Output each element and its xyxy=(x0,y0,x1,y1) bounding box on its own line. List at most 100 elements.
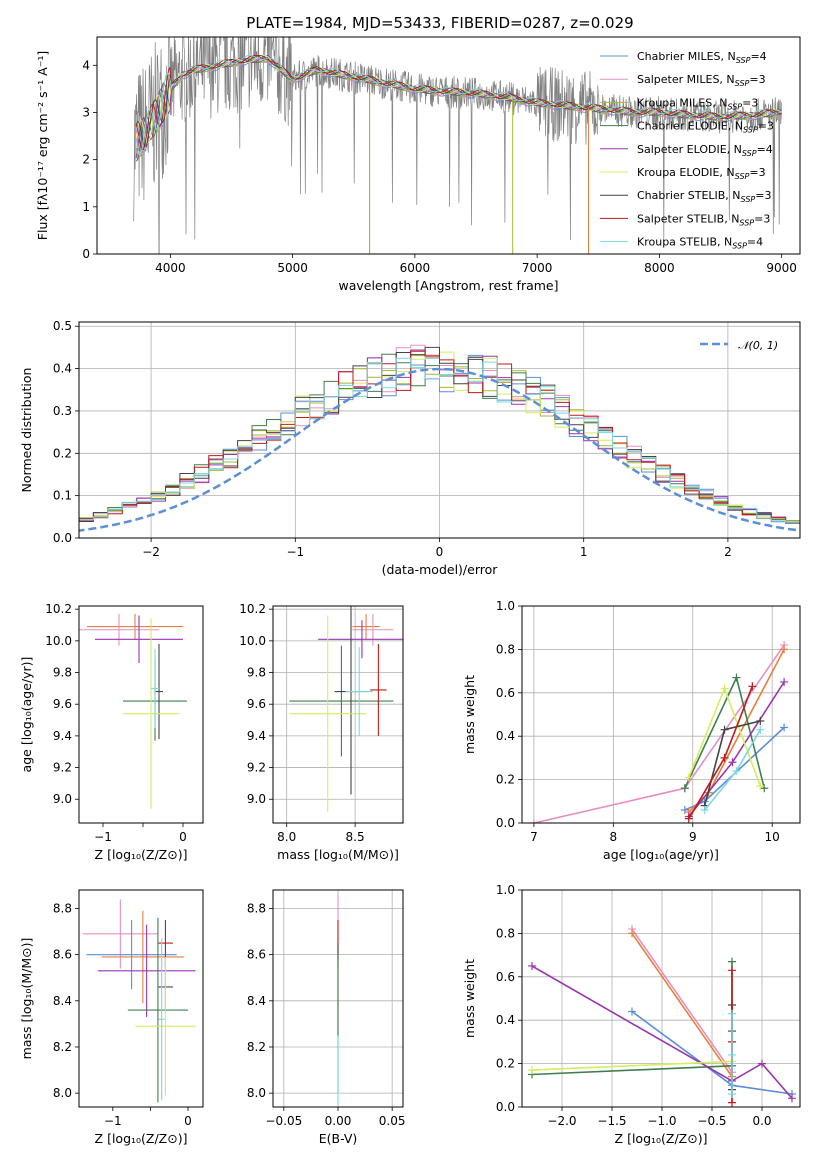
y-tick-label: 8.4 xyxy=(247,994,266,1008)
panels-group: 4000 5000 6000 7000 8000 900001234wavelength … xyxy=(19,36,801,1146)
legend-nssp: =3 xyxy=(754,212,770,225)
legend-entry: Kroupa MILES, NSSP=3 xyxy=(637,96,758,111)
plot-frame xyxy=(521,605,801,824)
panel-age-vs-mass: 8.0 8.5 9.0 9.2 9.4 9.6 9.8 10.0 10.2 mass [log₁₀… xyxy=(239,602,404,862)
errorbar-plot-area xyxy=(82,899,196,1103)
weight-point-marker xyxy=(732,766,741,775)
x-tick-label: 9000 xyxy=(766,261,797,275)
legend-subscript: SSP xyxy=(736,56,751,65)
weight-series-line xyxy=(631,932,733,1078)
y-axis-label: Normed distribution xyxy=(19,368,34,493)
x-tick-label: 2 xyxy=(724,545,732,559)
legend-entry: 𝒩(0, 1) xyxy=(738,339,778,352)
observed-spectrum-line xyxy=(133,37,783,254)
weight-point-marker xyxy=(529,819,538,823)
x-tick-label: −1 xyxy=(286,545,304,559)
y-axis-label: mass weight xyxy=(462,675,477,754)
x-tick-label: 8000 xyxy=(644,261,675,275)
x-tick-label: −2 xyxy=(142,545,160,559)
y-tick-label: 0.2 xyxy=(53,446,72,460)
y-tick-label: 0.0 xyxy=(496,816,515,830)
x-tick-label: 9 xyxy=(689,830,697,844)
y-tick-label: 0.4 xyxy=(496,729,515,743)
legend-entry: Chabrier MILES, NSSP=4 xyxy=(637,50,767,65)
y-tick-label: 1.0 xyxy=(496,883,515,897)
y-tick-label: 0.8 xyxy=(496,642,515,656)
spectrum-plot-area xyxy=(133,37,783,254)
y-tick-label: 9.0 xyxy=(53,792,72,806)
x-axis-label: Z [log₁₀(Z/Z⊙)] xyxy=(95,1131,188,1146)
legend-entry: Salpeter STELIB, NSSP=3 xyxy=(637,212,770,227)
errorbar-plot-area xyxy=(289,606,403,812)
y-tick-label: 8.2 xyxy=(53,1040,72,1054)
legend-entry: Salpeter MILES, NSSP=3 xyxy=(637,73,766,88)
weight-series xyxy=(528,957,736,1079)
weight-series xyxy=(628,929,736,1081)
weight-series-line xyxy=(684,726,785,811)
model-spectrum-line xyxy=(135,56,782,162)
x-axis-label: (data-model)/error xyxy=(382,562,499,577)
weight-series xyxy=(684,645,789,817)
legend-nssp: =3 xyxy=(749,73,765,86)
y-tick-label: 0.4 xyxy=(496,1013,515,1027)
legend-nssp: =3 xyxy=(749,166,765,179)
weight-point-marker xyxy=(728,966,736,975)
x-tick-label: 0 xyxy=(179,830,187,844)
y-axis-label: age [log₁₀(age/yr)] xyxy=(19,657,34,773)
x-tick-label: 8 xyxy=(610,830,618,844)
y-tick-label: 9.0 xyxy=(247,792,266,806)
y-tick-label: 9.4 xyxy=(247,729,266,743)
figure-title: PLATE=1984, MJD=53433, FIBERID=0287, z=0… xyxy=(246,14,633,32)
weight-point-marker xyxy=(684,773,693,782)
weight-series-line xyxy=(531,1060,733,1071)
weight-series xyxy=(529,641,789,823)
legend-label: Kroupa ELODIE, N xyxy=(637,166,735,179)
errorbar-point xyxy=(289,645,394,757)
y-tick-label: 0.4 xyxy=(53,362,72,376)
legend-subscript: SSP xyxy=(743,126,758,135)
errorbar-point xyxy=(123,618,179,809)
plot-frame xyxy=(272,889,404,1108)
legend-entry: Kroupa STELIB, NSSP=4 xyxy=(637,236,763,251)
weight-point-marker xyxy=(700,805,709,814)
legend-label: Salpeter MILES, N xyxy=(637,73,735,86)
legend-entry: Kroupa ELODIE, NSSP=3 xyxy=(637,166,766,181)
y-tick-label: 9.2 xyxy=(247,761,266,775)
x-tick-label: 0 xyxy=(184,1114,192,1128)
model-spectrum-line xyxy=(135,54,782,150)
y-tick-label: 0.2 xyxy=(496,773,515,787)
x-axis-label: age [log₁₀(age/yr)] xyxy=(603,847,719,862)
weight-series-line xyxy=(631,928,733,1073)
weight-point-marker xyxy=(628,1007,636,1016)
y-tick-label: 0.8 xyxy=(496,926,515,940)
weight-point-marker xyxy=(728,1009,736,1018)
x-tick-label: 1 xyxy=(580,545,588,559)
legend-subscript: SSP xyxy=(735,79,750,88)
y-tick-label: 8.6 xyxy=(53,948,72,962)
y-tick-label: 8.0 xyxy=(53,1086,72,1100)
model-spectrum-line xyxy=(135,54,782,148)
errorbar-point xyxy=(127,917,188,1103)
y-tick-label: 0.0 xyxy=(496,1100,515,1114)
legend-label: Chabrier ELODIE, N xyxy=(637,120,743,133)
errorbar-point xyxy=(370,644,387,736)
y-tick-label: 8.8 xyxy=(247,901,266,915)
y-tick-label: 9.6 xyxy=(53,697,72,711)
weight-point-marker xyxy=(528,1066,536,1075)
plot-frame xyxy=(78,321,801,539)
weight-point-marker xyxy=(720,725,729,734)
weight-plot-area xyxy=(528,925,796,1107)
x-tick-label: 8.5 xyxy=(346,830,365,844)
model-spectrum-line xyxy=(135,57,782,155)
weight-point-marker xyxy=(780,645,789,654)
legend-entry: Chabrier ELODIE, NSSP=3 xyxy=(637,120,774,135)
y-axis-label: Flux [fλ10⁻¹⁷ erg cm⁻² s⁻¹ A⁻¹] xyxy=(35,51,50,240)
errorbar-point xyxy=(158,938,165,1101)
weight-point-marker xyxy=(756,725,765,734)
weight-series-line xyxy=(531,965,793,1099)
y-tick-label: 9.8 xyxy=(53,666,72,680)
legend-label: Chabrier STELIB, N xyxy=(637,189,741,202)
y-axis-label: mass [log₁₀(M/M⊙)] xyxy=(19,938,34,1060)
plot-frame xyxy=(521,889,801,1108)
histogram-step-line xyxy=(79,350,800,525)
